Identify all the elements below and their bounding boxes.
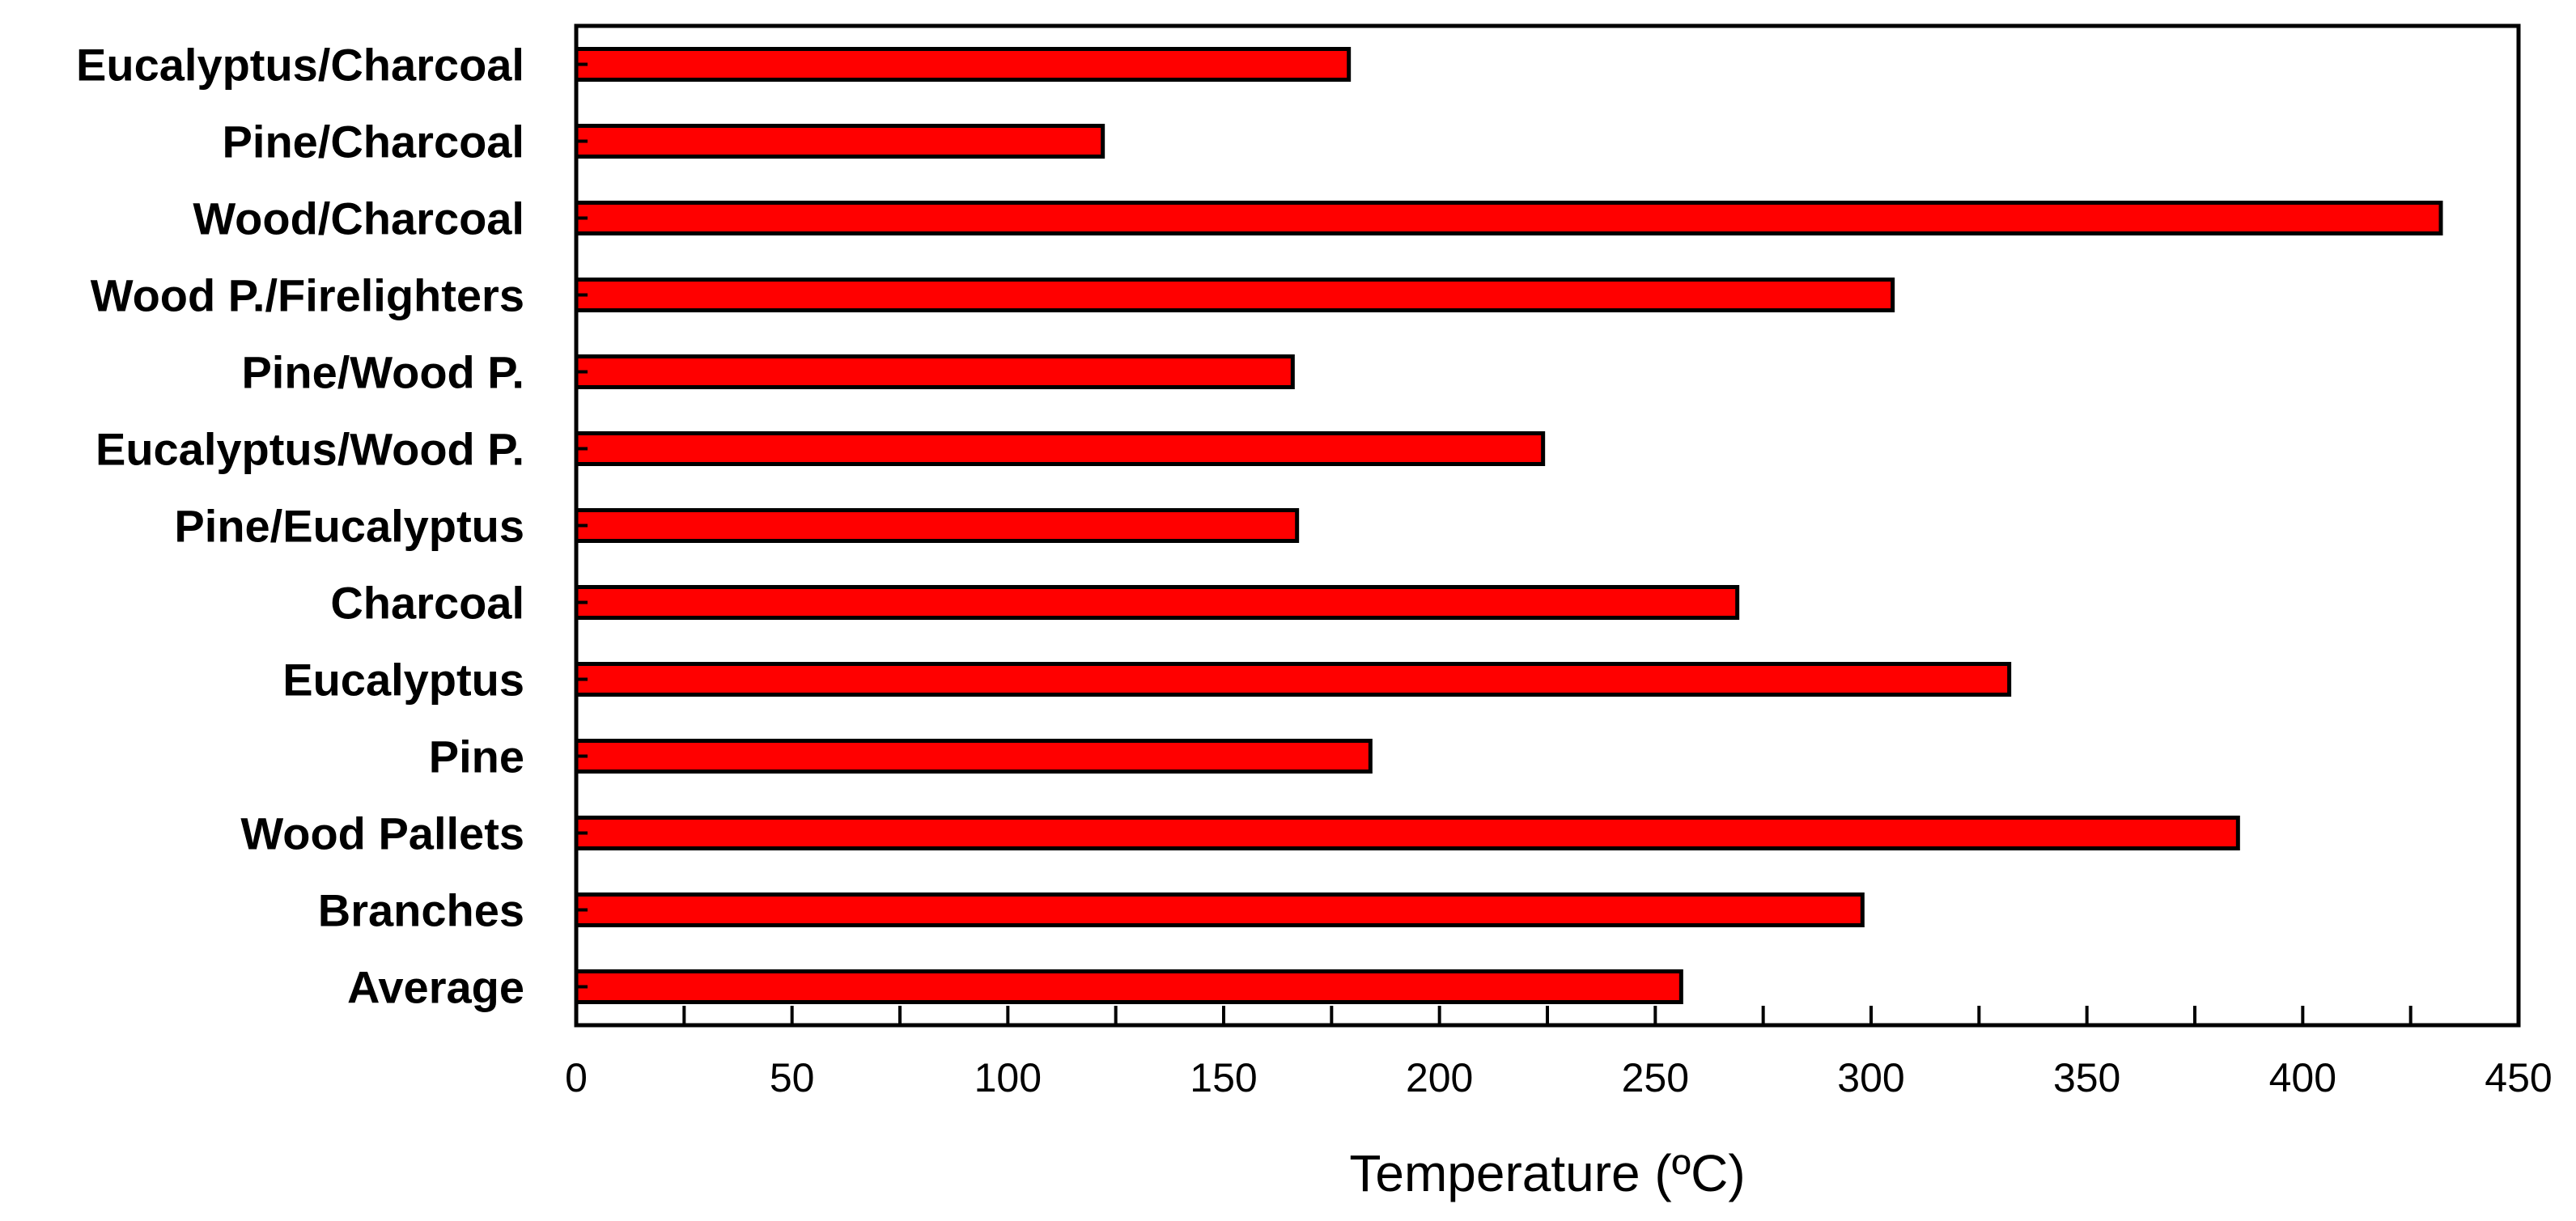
bar-5 xyxy=(574,431,1546,466)
bar-6 xyxy=(574,508,1300,543)
x-tick-label-0: 0 xyxy=(565,1055,588,1100)
labels-layer: Eucalyptus/Charcoal Pine/Charcoal Wood/Cha… xyxy=(76,40,2553,1101)
bar-12 xyxy=(574,969,1683,1004)
bar-9 xyxy=(574,739,1373,774)
x-axis-title: Temperature (ºC) xyxy=(1349,1144,1745,1202)
bar-4 xyxy=(574,354,1295,389)
category-label-6: Pine/Eucalyptus xyxy=(174,501,524,552)
x-tick-label-1: 50 xyxy=(770,1055,815,1100)
category-label-9: Pine xyxy=(429,731,524,782)
bar-3 xyxy=(574,278,1895,312)
bar-11 xyxy=(574,892,1865,927)
x-tick-label-9: 450 xyxy=(2485,1055,2552,1100)
bars-layer xyxy=(574,47,2443,1004)
category-label-3: Wood P./Firelighters xyxy=(91,270,524,321)
category-label-7: Charcoal xyxy=(330,578,524,629)
bar-2 xyxy=(574,201,2443,235)
x-tick-label-6: 300 xyxy=(1837,1055,1904,1100)
bar-0 xyxy=(574,47,1352,82)
category-label-0: Eucalyptus/Charcoal xyxy=(76,40,524,91)
bar-7 xyxy=(574,585,1740,620)
x-tick-label-2: 100 xyxy=(974,1055,1042,1100)
category-label-5: Eucalyptus/Wood P. xyxy=(95,424,524,475)
ticks-layer xyxy=(575,62,2520,1025)
x-tick-label-4: 200 xyxy=(1406,1055,1473,1100)
bar-1 xyxy=(574,124,1106,159)
x-tick-label-8: 400 xyxy=(2269,1055,2336,1100)
category-label-4: Pine/Wood P. xyxy=(241,347,524,398)
x-tick-label-5: 250 xyxy=(1622,1055,1689,1100)
x-tick-label-3: 150 xyxy=(1190,1055,1257,1100)
category-label-11: Branches xyxy=(318,885,524,936)
category-label-10: Wood Pallets xyxy=(240,808,524,859)
x-tick-label-7: 350 xyxy=(2053,1055,2120,1100)
category-label-2: Wood/Charcoal xyxy=(193,193,524,244)
bar-10 xyxy=(574,816,2240,850)
bar-8 xyxy=(574,662,2012,697)
category-label-8: Eucalyptus xyxy=(282,655,524,706)
category-label-12: Average xyxy=(347,962,524,1013)
category-label-1: Pine/Charcoal xyxy=(223,117,524,167)
